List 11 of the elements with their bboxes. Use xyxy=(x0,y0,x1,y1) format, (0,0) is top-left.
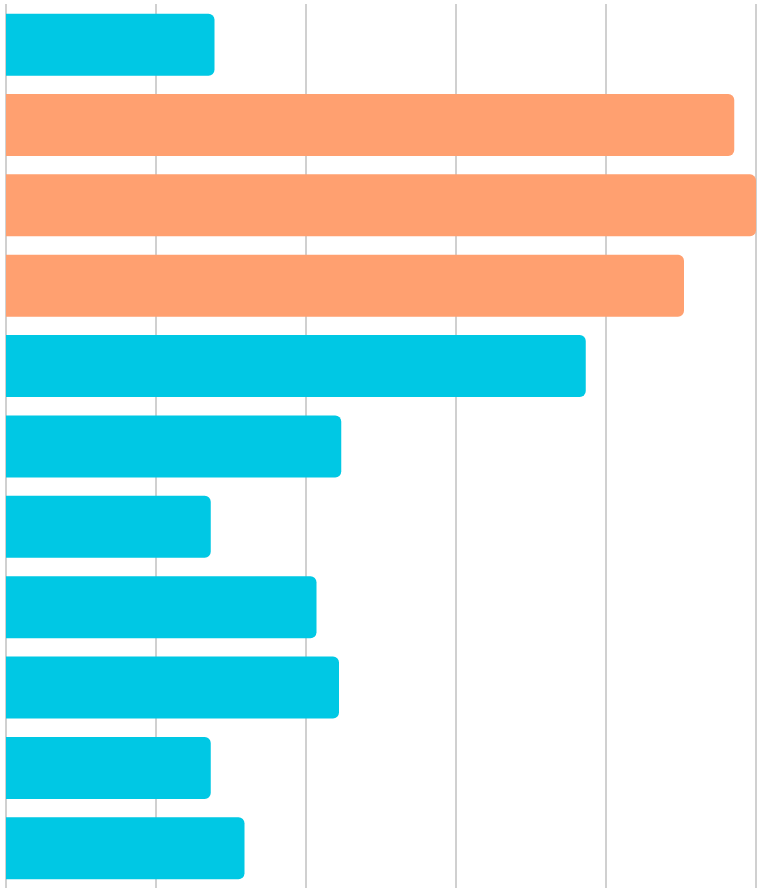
bar xyxy=(6,335,586,398)
bar xyxy=(6,656,339,719)
bar xyxy=(6,817,245,880)
bar xyxy=(6,576,317,639)
bar xyxy=(6,94,735,157)
bar xyxy=(6,415,342,478)
bar xyxy=(6,495,211,558)
bar xyxy=(6,254,684,317)
bar xyxy=(6,736,211,799)
bar xyxy=(6,174,756,237)
bar xyxy=(6,13,215,76)
